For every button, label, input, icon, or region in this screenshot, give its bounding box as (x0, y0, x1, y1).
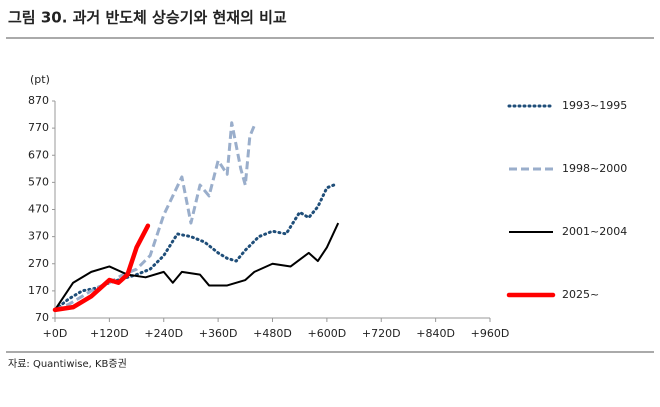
x-tick-label: +960D (471, 327, 510, 340)
y-tick-label: 570 (28, 175, 49, 188)
y-tick-label: 770 (28, 121, 49, 134)
y-tick-label: 670 (28, 148, 49, 161)
chart-title: 그림 30. 과거 반도체 상승기와 현재의 비교 (8, 9, 287, 27)
y-tick-label: 470 (28, 203, 49, 216)
x-tick-label: +480D (253, 327, 292, 340)
y-axis-label: (pt) (30, 73, 50, 86)
source: 자료: Quantiwise, KB증권 (8, 358, 127, 370)
legend-label: 2001~2004 (562, 225, 627, 238)
x-tick-label: +120D (90, 327, 129, 340)
series-line (54, 222, 340, 311)
x-tick-label: +0D (43, 327, 68, 340)
y-tick-label: 270 (28, 257, 49, 270)
x-tick-label: +600D (308, 327, 347, 340)
y-tick-label: 870 (28, 94, 49, 107)
series-line (52, 223, 151, 313)
y-tick-label: 170 (28, 284, 49, 297)
y-tick-label: 370 (28, 230, 49, 243)
legend-label: 1993~1995 (562, 99, 627, 112)
x-tick-label: +240D (144, 327, 183, 340)
legend-label: 1998~2000 (562, 162, 627, 175)
series-line (54, 121, 256, 312)
y-tick-label: 70 (35, 311, 49, 324)
x-tick-label: +720D (362, 327, 401, 340)
legend-label: 2025~ (562, 288, 599, 301)
x-tick-label: +360D (199, 327, 238, 340)
x-tick-label: +840D (416, 327, 455, 340)
